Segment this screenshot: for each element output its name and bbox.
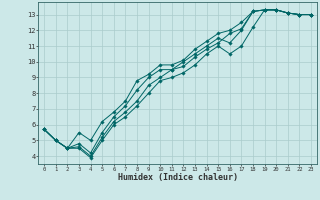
X-axis label: Humidex (Indice chaleur): Humidex (Indice chaleur) bbox=[118, 173, 238, 182]
